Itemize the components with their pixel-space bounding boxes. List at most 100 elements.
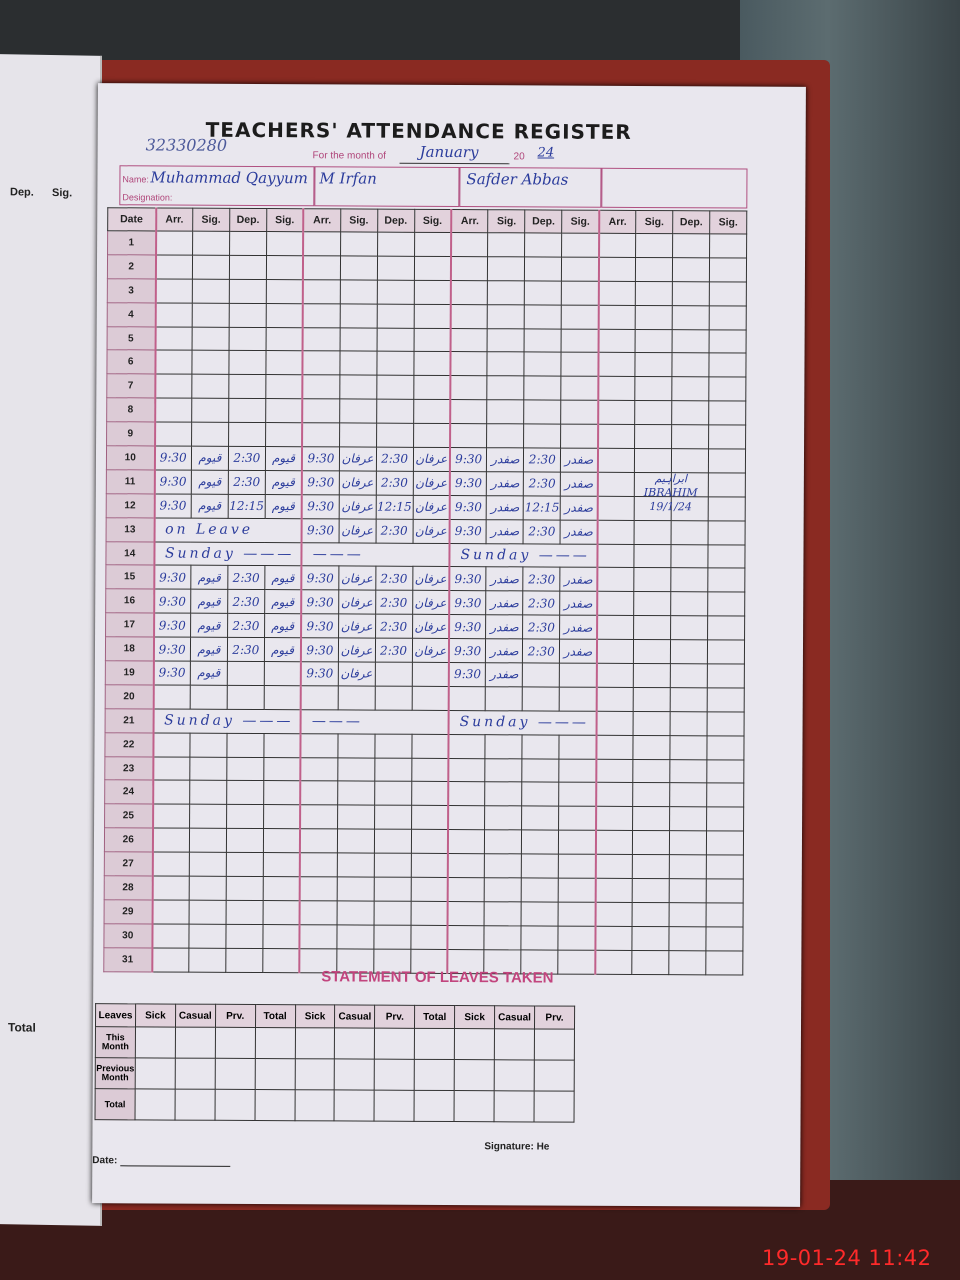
departure-time: [524, 328, 562, 353]
departure-time: [376, 351, 414, 376]
departure-signature: [410, 877, 448, 902]
arrival-time: 9:30: [302, 470, 340, 495]
departure-signature: [558, 902, 596, 927]
departure-time: [521, 806, 559, 831]
arrival-time: [596, 758, 634, 783]
date-cell: 9: [106, 421, 155, 446]
departure-time: 2:30: [523, 471, 561, 496]
table-row: 27: [104, 851, 744, 880]
arrival-time: [155, 254, 193, 279]
departure-signature: [706, 902, 744, 927]
teacher-names: Name: Designation: Muhammad Qayyum M Irf…: [119, 165, 748, 209]
teacher-name-box: [601, 167, 748, 209]
departure-signature: [413, 280, 451, 305]
departure-signature: صفدر: [560, 519, 598, 544]
departure-signature: [708, 496, 746, 521]
departure-signature: [708, 520, 746, 545]
departure-time: [225, 948, 263, 973]
arrival-time: [597, 496, 635, 521]
leave-count-cell: [334, 1089, 375, 1122]
arr-header: Arr.: [303, 208, 341, 232]
arrival-time: [302, 327, 340, 352]
departure-signature: [706, 783, 744, 808]
arrival-signature: [337, 757, 375, 782]
arrival-time: [300, 805, 338, 830]
departure-signature: [263, 828, 301, 853]
departure-time: [672, 257, 710, 282]
leave-count-cell: [533, 1090, 575, 1123]
arrival-signature: عرفان: [338, 470, 377, 495]
arrival-time: [450, 375, 488, 400]
departure-time: [226, 780, 264, 805]
arrival-time: 9:30: [153, 565, 191, 590]
date-cell: 4: [107, 302, 156, 327]
departure-time: [671, 400, 709, 425]
departure-time: [226, 804, 264, 829]
arrival-signature: [633, 591, 671, 616]
departure-time: 2:30: [376, 447, 414, 472]
note-cell: ———: [301, 542, 450, 567]
arrival-signature: [337, 781, 375, 806]
arrival-signature: [633, 735, 671, 760]
dep-header: Dep.: [672, 210, 710, 234]
name-label: Name:: [122, 174, 149, 185]
arrival-time: [155, 302, 193, 327]
arrival-time: [154, 374, 192, 399]
departure-time: [226, 876, 264, 901]
arrival-time: [450, 328, 488, 353]
arrival-time: 9:30: [449, 566, 487, 592]
arrival-time: 9:30: [301, 566, 339, 591]
departure-signature: قیوم: [265, 470, 303, 495]
arrival-time: 9:30: [448, 662, 486, 687]
leave-count-cell: [254, 1058, 295, 1090]
table-row: 20: [105, 684, 745, 712]
leave-type-header: Prv.: [374, 1005, 415, 1029]
departure-signature: [266, 231, 304, 256]
departure-time: [228, 398, 266, 423]
leaves-row-label: Total: [95, 1088, 136, 1120]
departure-signature: عرفان: [412, 447, 451, 472]
leave-count-cell: [174, 1058, 216, 1090]
departure-time: [376, 327, 414, 352]
departure-time: [228, 422, 266, 447]
arrival-signature: [632, 926, 670, 951]
arrival-time: 9:30: [449, 471, 487, 496]
leaves-row-label: Previous Month: [95, 1057, 136, 1089]
teacher-name: Muhammad Qayyum: [150, 168, 308, 188]
leave-count-cell: [134, 1088, 175, 1121]
arrival-time: [597, 424, 635, 449]
date-cell: 1: [107, 230, 156, 255]
arrival-signature: [485, 782, 523, 807]
departure-time: [524, 280, 562, 305]
leave-count-cell: [374, 1028, 415, 1060]
leave-count-cell: [494, 1090, 535, 1122]
leaves-row: This Month: [95, 1026, 575, 1061]
attendance-table: Date Arr. Sig. Dep. Sig. Arr. Sig. Dep. Sig. Arr.…: [103, 207, 747, 975]
arrival-signature: عرفان: [338, 638, 376, 663]
departure-time: [669, 902, 707, 927]
arrival-signature: [485, 734, 523, 759]
departure-time: [229, 231, 267, 256]
arrival-time: 9:30: [153, 660, 191, 686]
date-cell: 24: [104, 780, 153, 805]
arrival-time: 9:30: [154, 493, 192, 518]
arrival-time: [152, 875, 190, 901]
arrival-signature: صفدر: [486, 519, 524, 544]
departure-time: [373, 853, 411, 878]
departure-time: [373, 877, 411, 902]
departure-signature: [411, 757, 449, 782]
arrival-signature: صفدر: [486, 495, 524, 520]
arrival-signature: [189, 828, 227, 853]
arrival-time: [300, 733, 338, 758]
date-cell: 3: [107, 278, 156, 303]
arrival-time: [598, 376, 636, 401]
arrival-time: 9:30: [153, 589, 191, 614]
date-cell: 18: [105, 636, 154, 661]
arrival-signature: [633, 663, 671, 688]
departure-signature: [410, 853, 448, 878]
arrival-time: [597, 567, 635, 592]
departure-time: [524, 256, 562, 281]
arrival-signature: [487, 304, 525, 329]
arrival-time: [598, 233, 636, 258]
arrival-signature: [336, 924, 374, 949]
